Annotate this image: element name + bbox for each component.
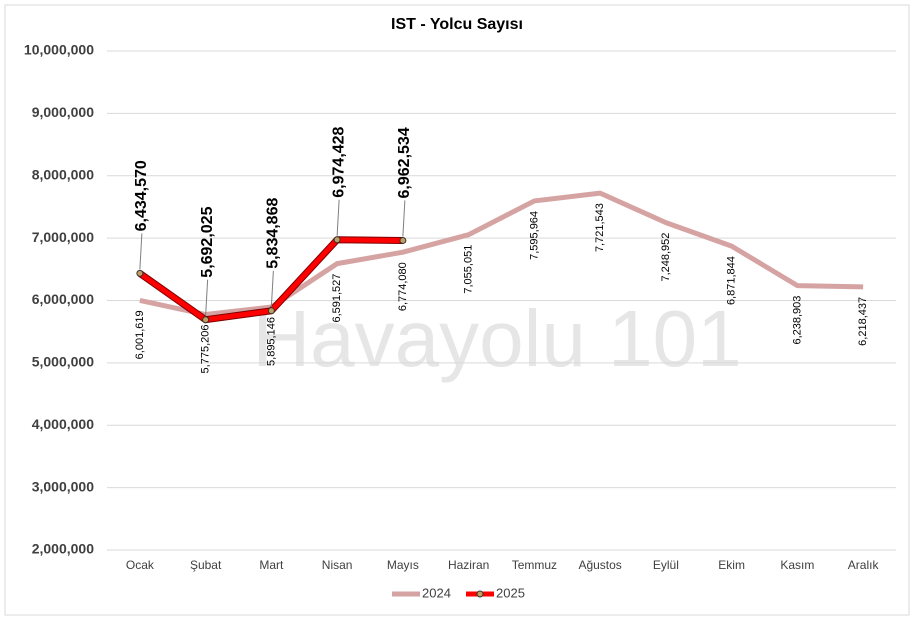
y-tick-label: 8,000,000 [32, 166, 94, 182]
watermark: Havayolu 101 [252, 294, 741, 383]
data-label: 7,721,543 [594, 203, 606, 252]
data-label: 6,238,903 [791, 296, 803, 345]
marker [136, 269, 144, 277]
x-tick-label: Ağustos [578, 558, 621, 572]
data-label: 6,871,844 [726, 256, 738, 305]
y-tick-label: 6,000,000 [32, 291, 94, 307]
data-label: 6,974,428 [330, 126, 347, 197]
legend-label: 2024 [422, 585, 451, 600]
data-label: 6,774,080 [397, 262, 409, 311]
legend-marker [476, 590, 484, 598]
data-label: 6,962,534 [396, 127, 413, 198]
leader-line [336, 199, 340, 236]
leader-line [402, 200, 406, 237]
x-tick-label: Mayıs [387, 558, 419, 572]
x-tick-label: Nisan [322, 558, 353, 572]
data-label: 7,055,051 [463, 245, 475, 294]
y-tick-label: 5,000,000 [32, 354, 94, 370]
x-tick-label: Kasım [780, 558, 814, 572]
leader-line [139, 233, 143, 270]
leader-line [270, 270, 274, 307]
data-label: 7,248,952 [660, 233, 672, 282]
marker [202, 316, 210, 324]
data-label: 6,434,570 [133, 160, 150, 231]
data-label: 6,218,437 [857, 297, 869, 346]
y-tick-label: 2,000,000 [32, 541, 94, 557]
marker [333, 236, 341, 244]
x-tick-label: Ocak [126, 558, 155, 572]
x-tick-label: Şubat [190, 558, 222, 572]
leader-line [205, 279, 209, 316]
chart-border [4, 4, 910, 616]
y-tick-label: 9,000,000 [32, 104, 94, 120]
series-line [139, 190, 864, 318]
legend-label: 2025 [496, 585, 525, 600]
data-label: 5,895,146 [265, 317, 277, 366]
y-tick-label: 10,000,000 [24, 42, 94, 58]
chart-title: IST - Yolcu Sayısı [391, 16, 523, 33]
data-label: 6,591,527 [331, 274, 343, 323]
x-tick-label: Aralık [848, 558, 880, 572]
x-tick-label: Ekim [718, 558, 745, 572]
y-tick-label: 4,000,000 [32, 416, 94, 432]
y-tick-label: 7,000,000 [32, 229, 94, 245]
data-label: 7,595,964 [528, 211, 540, 260]
x-tick-label: Eylül [653, 558, 679, 572]
data-label: 5,692,025 [199, 206, 216, 277]
data-label: 5,834,868 [265, 198, 282, 269]
marker [399, 236, 407, 244]
marker [267, 307, 275, 315]
data-label: 6,001,619 [134, 310, 146, 359]
data-label: 5,775,206 [200, 325, 212, 374]
x-tick-label: Mart [259, 558, 284, 572]
x-tick-label: Haziran [448, 558, 489, 572]
y-tick-label: 3,000,000 [32, 478, 94, 494]
x-tick-label: Temmuz [512, 558, 557, 572]
